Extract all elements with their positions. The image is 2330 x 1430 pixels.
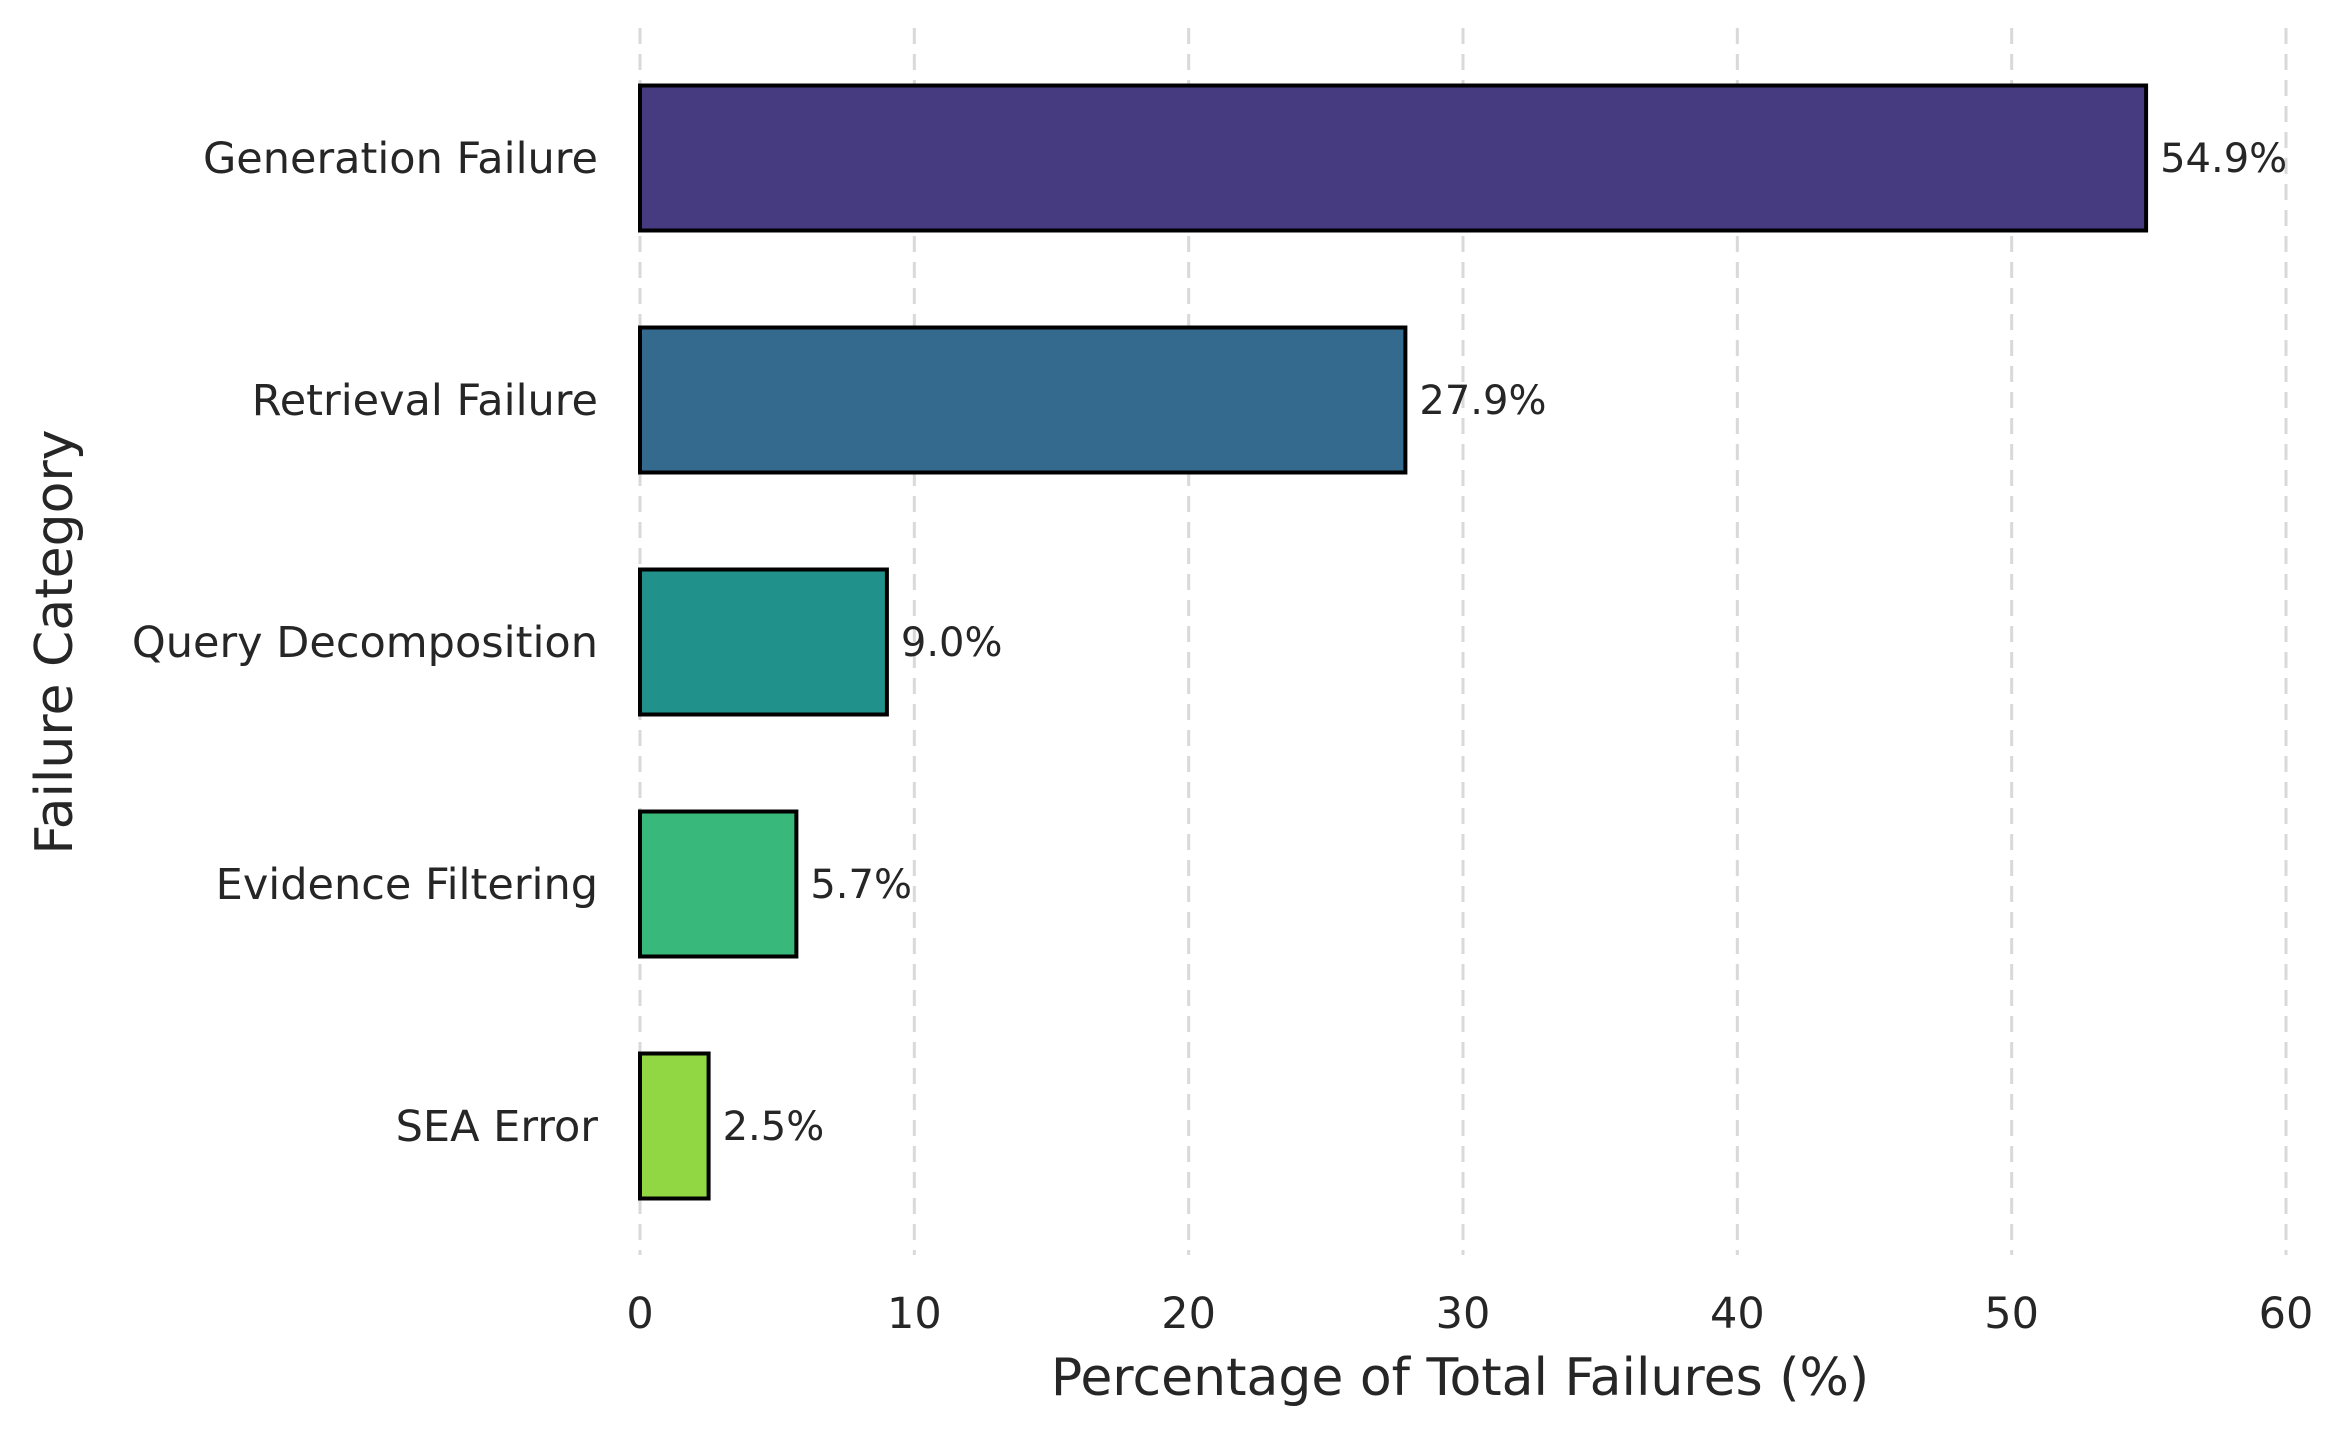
y-axis-title: Failure Category [25, 429, 85, 854]
x-tick-label: 10 [887, 1289, 942, 1339]
value-label: 54.9% [2160, 136, 2287, 182]
x-tick-labels: 0 10 20 30 40 50 60 [626, 1289, 2313, 1339]
x-tick-label: 60 [2259, 1289, 2314, 1339]
value-label: 2.5% [723, 1104, 825, 1150]
bar [638, 83, 2149, 233]
x-tick-label: 30 [1436, 1289, 1491, 1339]
x-axis-title: Percentage of Total Failures (%) [1051, 1348, 1869, 1408]
bar [638, 809, 799, 959]
bar [638, 567, 889, 717]
category-label: Retrieval Failure [252, 376, 598, 426]
category-label: Generation Failure [203, 134, 598, 184]
bars [638, 83, 2149, 1201]
value-label: 27.9% [1419, 378, 1546, 424]
x-tick-label: 20 [1161, 1289, 1216, 1339]
bar [638, 1051, 711, 1201]
grid-lines [638, 28, 2288, 1255]
value-labels: 54.9% 27.9% 9.0% 5.7% 2.5% [723, 136, 2288, 1150]
category-label: Query Decomposition [132, 618, 598, 668]
x-tick-label: 50 [1984, 1289, 2039, 1339]
value-label: 5.7% [810, 862, 912, 908]
category-labels: Generation Failure Retrieval Failure Query… [132, 134, 598, 1152]
x-tick-label: 40 [1710, 1289, 1765, 1339]
x-tick-label: 0 [626, 1289, 653, 1339]
bar [638, 325, 1408, 475]
value-label: 9.0% [901, 620, 1003, 666]
category-label: SEA Error [396, 1102, 599, 1152]
category-label: Evidence Filtering [216, 860, 598, 910]
